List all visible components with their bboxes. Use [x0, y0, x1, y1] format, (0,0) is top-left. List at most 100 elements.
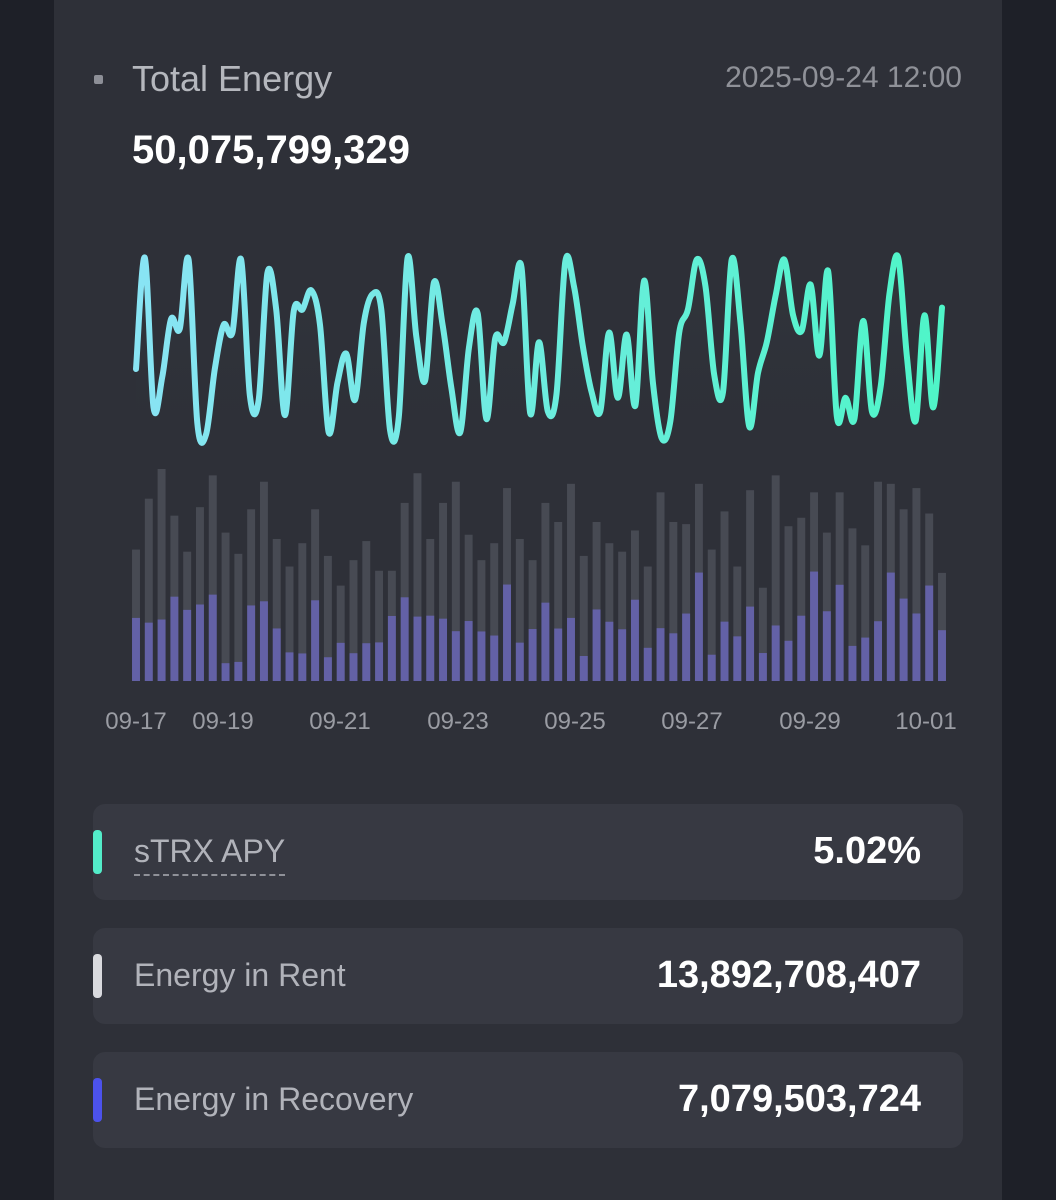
total-bar [259, 481, 268, 681]
recovery-bar [771, 625, 780, 681]
total-bar [426, 538, 435, 681]
recovery-bar [822, 611, 831, 681]
x-tick-label: 09-29 [779, 708, 840, 735]
energy-in-recovery-card: Energy in Recovery 7,079,503,724 [93, 1052, 963, 1148]
total-bar [733, 566, 742, 681]
total-bar [938, 572, 946, 681]
total-bar [464, 534, 473, 681]
total-bar [822, 532, 831, 681]
x-tick-label: 09-17 [105, 708, 166, 735]
total-bar [682, 524, 691, 681]
recovery-bar [669, 633, 678, 681]
recovery-bar [298, 653, 307, 681]
recovery-bar [630, 599, 639, 681]
total-bar [311, 509, 320, 681]
total-bar [221, 532, 230, 681]
total-bar [618, 551, 627, 681]
total-bar [349, 560, 358, 681]
total-bar [746, 490, 755, 681]
recovery-bar [848, 645, 857, 681]
total-bar [285, 566, 294, 681]
recovery-bar [925, 585, 934, 681]
total-bar [541, 502, 550, 681]
bar-series [132, 469, 946, 681]
total-bar [234, 553, 243, 681]
x-tick-label: 09-27 [661, 708, 722, 735]
total-bar [515, 538, 524, 681]
total-bar [567, 483, 575, 681]
energy-in-rent-value: 13,892,708,407 [656, 954, 921, 996]
recovery-bar [746, 606, 755, 681]
recovery-bar [221, 663, 230, 681]
recovery-bar [311, 600, 320, 681]
recovery-bar [170, 596, 179, 681]
energy-in-recovery-label: Energy in Recovery [134, 1081, 414, 1117]
total-bar [336, 585, 345, 681]
hover-timestamp: 2025-09-24 12:00 [725, 61, 962, 94]
recovery-bar [720, 621, 729, 681]
chart-header: Total Energy 2025-09-24 12:00 [92, 56, 964, 106]
x-tick-label: 10-01 [895, 708, 956, 735]
recovery-bar [451, 631, 460, 681]
recovery-bar [490, 635, 499, 681]
recovery-bar [426, 615, 435, 681]
total-bar [605, 543, 614, 681]
recovery-bar [567, 617, 575, 681]
total-bar [272, 538, 281, 681]
recovery-bar [592, 609, 601, 681]
strx-apy-label[interactable]: sTRX APY [134, 833, 286, 876]
total-bar [375, 570, 384, 681]
recovery-bar [144, 622, 153, 681]
recovery-bar [132, 617, 140, 681]
total-bar [643, 566, 652, 681]
total-bar [247, 509, 256, 681]
recovery-bar [605, 621, 614, 681]
recovery-bar [234, 661, 243, 681]
recovery-bar [362, 643, 371, 681]
strx-apy-card: sTRX APY 5.02% [93, 804, 963, 900]
recovery-bar [413, 616, 422, 681]
recovery-bar [758, 653, 767, 681]
x-tick-label: 09-25 [544, 708, 605, 735]
recovery-bar [579, 655, 588, 681]
recovery-bar [797, 615, 806, 681]
recovery-bar [387, 615, 396, 681]
total-bar [132, 549, 140, 681]
recovery-bar [208, 594, 217, 681]
total-bar [758, 587, 767, 681]
total-energy-line [133, 252, 945, 446]
total-bar [848, 528, 857, 681]
energy-chart[interactable]: 09-17 09-19 09-21 09-23 09-25 09-27 09-29 10-01 [0, 0, 1056, 760]
recovery-bar [272, 628, 281, 681]
x-tick-label: 09-19 [192, 708, 253, 735]
recovery-bar [323, 657, 332, 681]
total-bar [707, 549, 716, 681]
recovery-bar [336, 642, 345, 681]
total-bar [196, 507, 204, 681]
total-bar [554, 522, 563, 681]
recovery-bar [656, 628, 665, 681]
recovery-bar [285, 652, 294, 681]
total-bar [656, 492, 665, 681]
energy-in-rent-label: Energy in Rent [134, 957, 346, 993]
recovery-bar [375, 642, 384, 681]
energy-in-rent-marker [93, 954, 102, 998]
chart-title: Total Energy [132, 58, 333, 99]
total-bar [144, 498, 153, 681]
total-bar [579, 555, 588, 681]
x-axis: 09-17 09-19 09-21 09-23 09-25 09-27 09-29 10-01 [105, 708, 956, 735]
recovery-bar [618, 629, 627, 681]
recovery-bar [247, 605, 256, 681]
recovery-bar [541, 602, 550, 681]
recovery-bar [477, 631, 486, 681]
recovery-bar [196, 604, 204, 681]
recovery-bar [874, 621, 882, 681]
legend-dot-icon [94, 75, 103, 84]
strx-apy-value: 5.02% [813, 830, 921, 872]
total-bar [592, 522, 601, 681]
total-bar [912, 488, 921, 681]
total-bar [451, 481, 460, 681]
total-bar [323, 555, 332, 681]
total-bar [477, 560, 486, 681]
total-bar [874, 481, 882, 681]
